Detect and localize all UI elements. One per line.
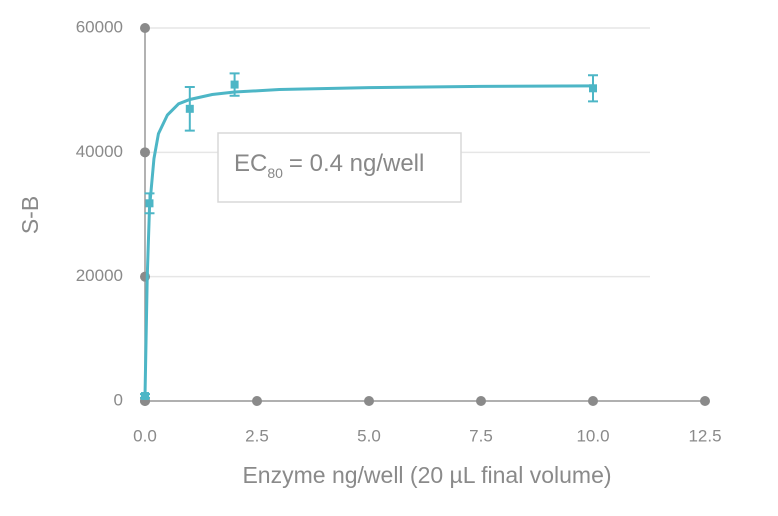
y-tick-label: 20000: [76, 266, 123, 285]
x-tick-mark: [588, 396, 598, 406]
annotation-box: [217, 132, 462, 203]
data-point: [589, 84, 597, 93]
annotation-main: EC: [234, 150, 267, 177]
x-tick-mark: [252, 396, 262, 406]
annotation-subscript: 80: [267, 165, 283, 181]
x-tick-mark: [700, 396, 710, 406]
data-point: [141, 392, 149, 401]
x-tick-mark: [364, 396, 374, 406]
y-tick-label: 60000: [76, 17, 123, 36]
x-tick-label: 7.5: [469, 426, 493, 445]
data-point: [230, 80, 239, 89]
x-tick-label: 12.5: [688, 426, 721, 445]
x-tick-label: 2.5: [245, 426, 269, 445]
x-tick-label: 10.0: [576, 426, 609, 445]
data-point: [185, 104, 194, 113]
y-axis-label: S-B: [17, 196, 43, 234]
y-tick-label: 40000: [76, 142, 123, 161]
x-tick-label: 0.0: [133, 426, 157, 445]
y-tick-mark: [140, 23, 150, 33]
x-tick-label: 5.0: [357, 426, 381, 445]
annotation-rest: = 0.4 ng/well: [289, 150, 424, 177]
annotation: EC80 = 0.4 ng/well: [217, 132, 462, 203]
y-tick-mark: [140, 147, 150, 158]
x-axis-label: Enzyme ng/well (20 µL final volume): [242, 462, 611, 488]
data-point: [145, 199, 154, 208]
x-tick-mark: [476, 396, 486, 406]
annotation-text: EC80 = 0.4 ng/well: [234, 150, 424, 180]
y-tick-label: 0: [114, 390, 123, 409]
